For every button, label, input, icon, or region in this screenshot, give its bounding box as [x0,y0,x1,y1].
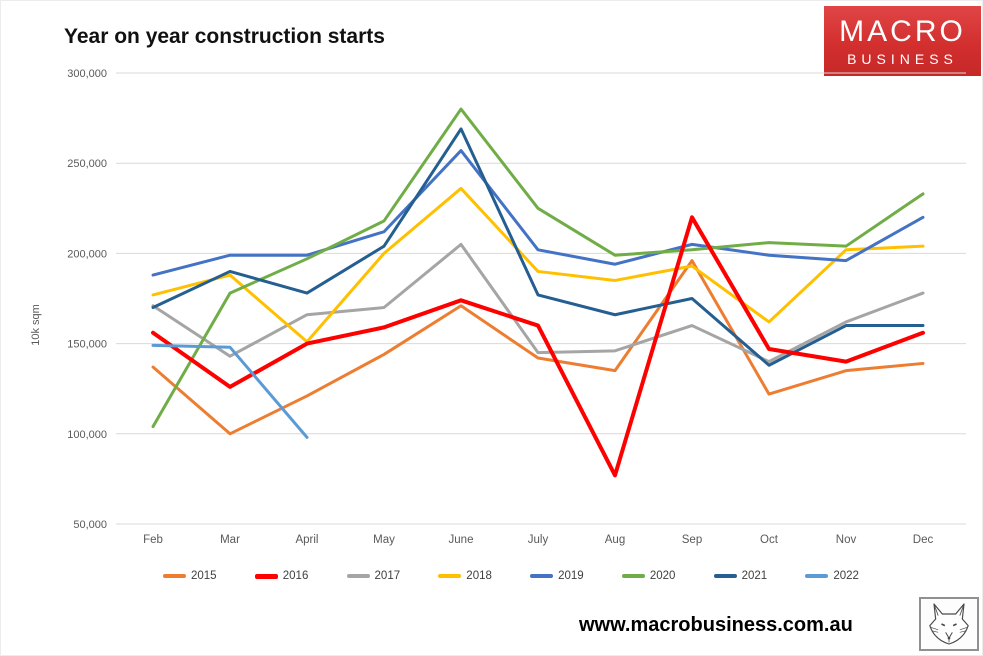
x-tick-label: Oct [760,534,779,546]
x-tick-label: July [528,534,549,546]
x-tick-label: Mar [220,534,240,546]
y-tick-label: 100,000 [67,429,107,441]
legend-label: 2016 [282,570,309,582]
x-tick-label: June [449,534,474,546]
chart-title: Year on year construction starts [64,25,385,48]
legend-swatch-2017 [346,574,370,578]
logo-text-business: BUSINESS [847,50,958,67]
legend-label: 2018 [466,570,492,582]
gridlines [116,72,966,525]
y-tick-label: 150,000 [67,339,107,351]
series-line-2016 [151,215,925,478]
legend-item-2022: 2022 [805,570,859,582]
legend-label: 2022 [833,570,859,582]
series-line-2022 [151,343,309,439]
legend-swatch-2020 [621,574,645,578]
legend-item-2018: 2018 [438,570,492,582]
fox-logo-box [919,597,979,651]
legend-swatch-2015 [163,574,186,578]
y-tick-label: 300,000 [67,68,107,80]
series-line-2020 [151,107,925,429]
x-tick-label: Dec [913,534,934,546]
x-tick-labels: Feb Mar April May June July Aug Sep Oct Nov Dec [143,534,933,546]
legend-label: 2021 [741,570,768,582]
legend-label: 2015 [191,570,217,582]
series-line-2017 [151,242,925,364]
footer-url: www.macrobusiness.com.au [579,614,853,636]
x-tick-label: April [295,534,318,546]
legend-swatch-2016 [254,573,278,579]
legend-label: 2019 [558,570,584,582]
legend-swatch-2021 [713,574,737,578]
legend-item-2020: 2020 [621,570,676,582]
legend-swatch-2019 [530,574,554,578]
legend-swatch-2018 [438,574,462,578]
legend-swatch-2022 [805,574,829,578]
logo-text-macro: MACRO [839,14,966,48]
x-tick-label: Feb [143,534,163,546]
series-line-2018 [151,186,925,344]
legend-item-2017: 2017 [346,570,401,582]
macrobusiness-logo: MACRO BUSINESS [824,6,981,76]
x-tick-label: Nov [836,534,857,546]
legend-item-2015: 2015 [163,570,217,582]
legend-label: 2017 [374,570,401,582]
legend-item-2019: 2019 [530,570,584,582]
fox-head-icon [929,603,969,645]
x-tick-label: Sep [682,534,702,546]
x-tick-label: May [373,534,395,546]
legend-label: 2020 [649,570,676,582]
legend-item-2016: 2016 [254,570,309,582]
y-tick-labels: 300,000 250,000 200,000 150,000 100,000 50,00… [67,68,107,531]
series-line-2019 [151,149,925,277]
x-tick-label: Aug [605,534,625,546]
y-tick-label: 200,000 [67,248,107,260]
y-tick-label: 50,000 [73,519,107,531]
y-tick-label: 250,000 [67,158,107,170]
legend-item-2021: 2021 [713,570,768,582]
chart-legend: 2015 2016 2017 2018 2019 2020 2021 2022 [163,570,859,582]
